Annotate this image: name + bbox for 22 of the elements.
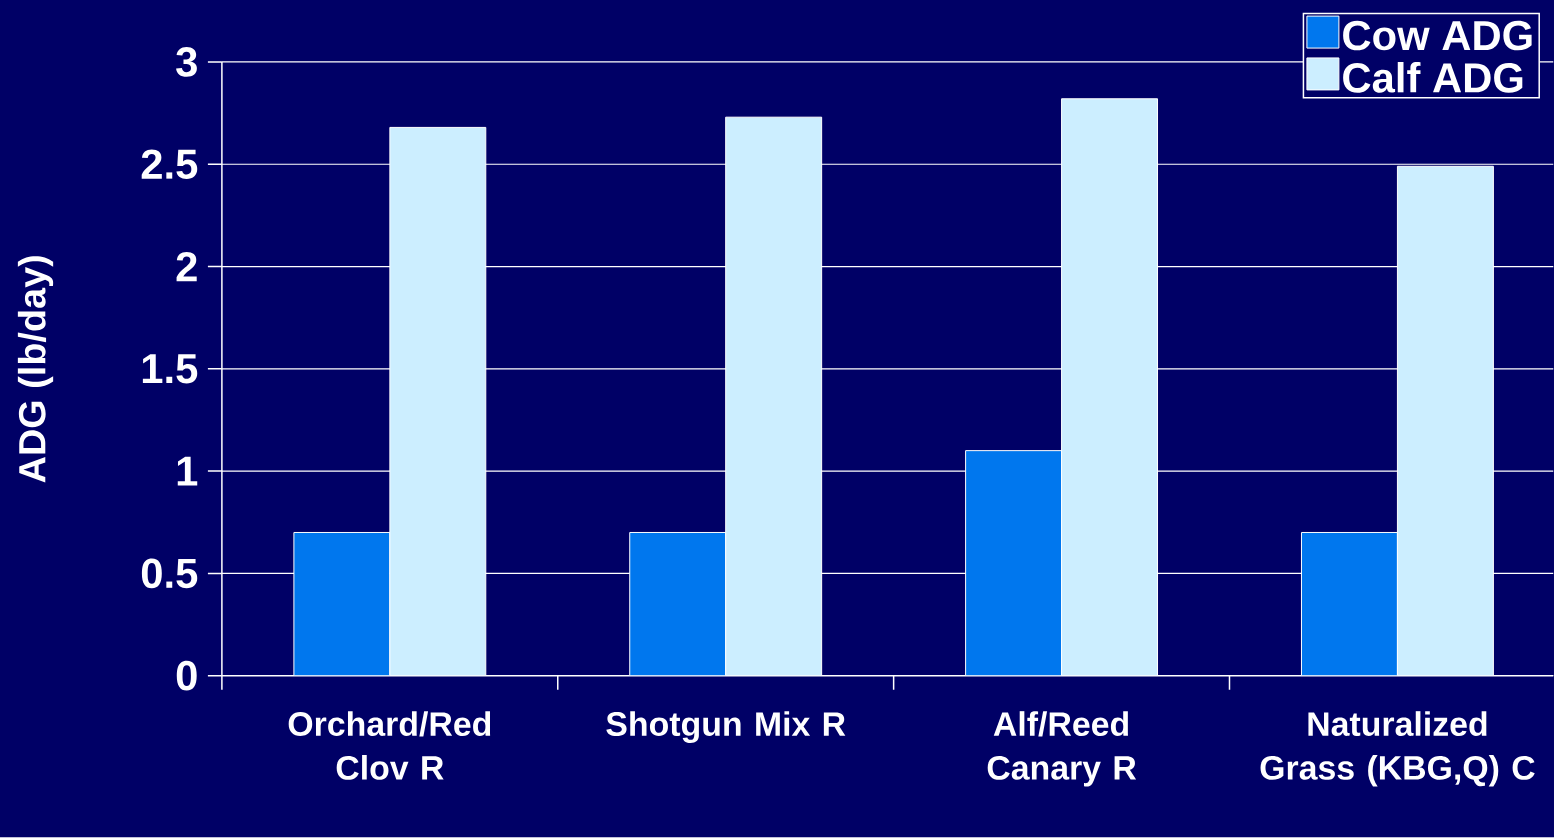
y-tick-label: 0 xyxy=(176,661,197,691)
bar xyxy=(965,450,1063,676)
x-tick-label: Naturalized Grass (KBG,Q) C xyxy=(1260,711,1535,787)
y-tick-label: 1 xyxy=(177,456,198,486)
bar xyxy=(629,532,727,676)
bar xyxy=(1300,532,1398,676)
legend-label: Cow ADG xyxy=(1343,20,1532,51)
y-tick-label: 2 xyxy=(176,252,197,282)
bar xyxy=(1396,165,1494,676)
x-tick-label: Orchard/Red Clov R xyxy=(288,711,491,781)
bar xyxy=(389,127,487,676)
x-tick-label: Alf/Reed Canary R xyxy=(987,711,1137,787)
y-tick-label: 2.5 xyxy=(141,149,198,180)
y-tick-label: 3 xyxy=(176,47,197,77)
bar xyxy=(293,532,391,676)
legend-label: Calf ADG xyxy=(1343,62,1523,93)
bar xyxy=(725,116,823,676)
x-tick-label: Shotgun Mix R xyxy=(606,711,846,744)
y-tick-label: 1.5 xyxy=(142,354,198,384)
y-axis-title: ADG (lb/day) xyxy=(17,256,54,483)
y-tick-label: 0.5 xyxy=(141,558,198,589)
bar xyxy=(1061,98,1159,676)
